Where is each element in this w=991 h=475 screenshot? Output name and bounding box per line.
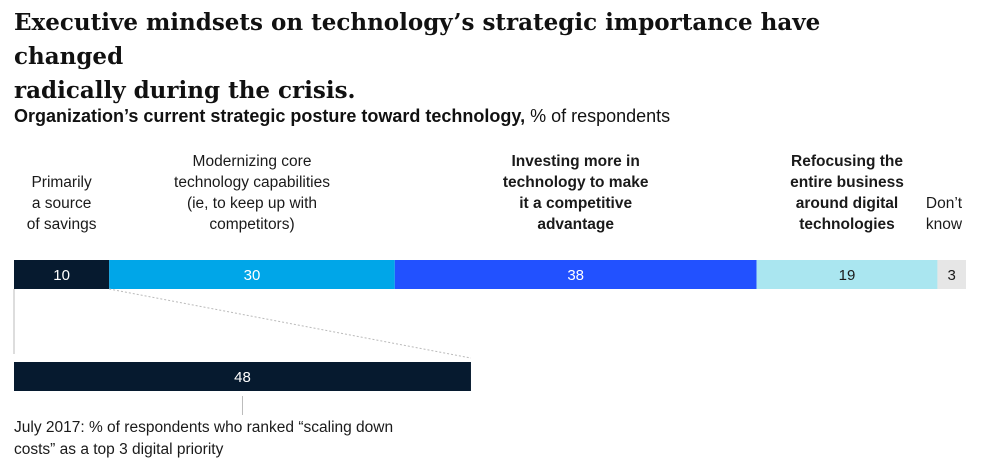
category-label-0-line-1: a source [31,195,92,212]
bar-segment-3 [756,260,938,289]
headline-line-2: radically during the crisis. [14,77,356,104]
comparison-note-line-2: costs” as a top 3 digital priority [14,441,224,458]
bar-segment-0 [14,260,110,289]
category-label-1: Modernizing core technology capabilities (… [174,151,330,235]
comparison-bar [14,362,471,391]
category-label-3-line-1: entire business [790,174,904,191]
category-label-1-line-0: Modernizing core [192,153,312,170]
bar-value-4: 3 [948,267,956,284]
chart-headline: Executive mindsets on technology’s strat… [14,6,914,108]
comparison-note-line-1: July 2017: % of respondents who ranked “… [14,419,394,436]
category-label-3: Refocusing the entire business around digi… [790,151,904,235]
category-label-1-line-3: competitors) [209,216,295,233]
category-label-2-line-3: advantage [537,216,614,233]
category-label-3-line-0: Refocusing the [791,153,903,170]
bar-segment-1 [109,260,395,289]
category-label-3-line-2: around digital [795,195,899,212]
category-label-3-line-3: technologies [799,216,895,233]
subtitle-bold: Organization’s current strategic posture… [14,106,526,126]
bar-value-2: 38 [567,267,584,284]
headline-line-1: Executive mindsets on technology’s strat… [14,9,821,70]
subtitle-unit: % of respondents [525,106,671,126]
category-label-4: Don’t know [926,193,962,235]
category-label-0-line-0: Primarily [31,174,92,191]
comparison-bar-value: 48 [234,369,251,386]
category-label-1-line-1: technology capabilities [174,174,330,191]
comparison-note: July 2017: % of respondents who ranked “… [14,417,484,461]
bar-value-1: 30 [244,267,261,284]
category-label-0-line-2: of savings [26,216,97,233]
category-label-2: Investing more in technology to make it a … [503,151,649,235]
bar-value-3: 19 [839,267,856,284]
connector-right [109,288,472,359]
category-label-4-line-1: know [925,216,963,233]
bar-segment-4 [937,260,966,289]
category-label-2-line-0: Investing more in [511,153,640,170]
chart-subtitle: Organization’s current strategic posture… [14,106,670,127]
bar-segment-2 [394,260,757,289]
category-label-2-line-2: it a competitive [519,195,633,212]
category-label-0: Primarily a source of savings [27,172,97,235]
category-label-1-line-2: (ie, to keep up with [186,195,318,212]
category-label-2-line-1: technology to make [502,174,649,191]
category-label-4-line-0: Don’t [925,195,963,212]
bar-value-0: 10 [53,267,70,284]
